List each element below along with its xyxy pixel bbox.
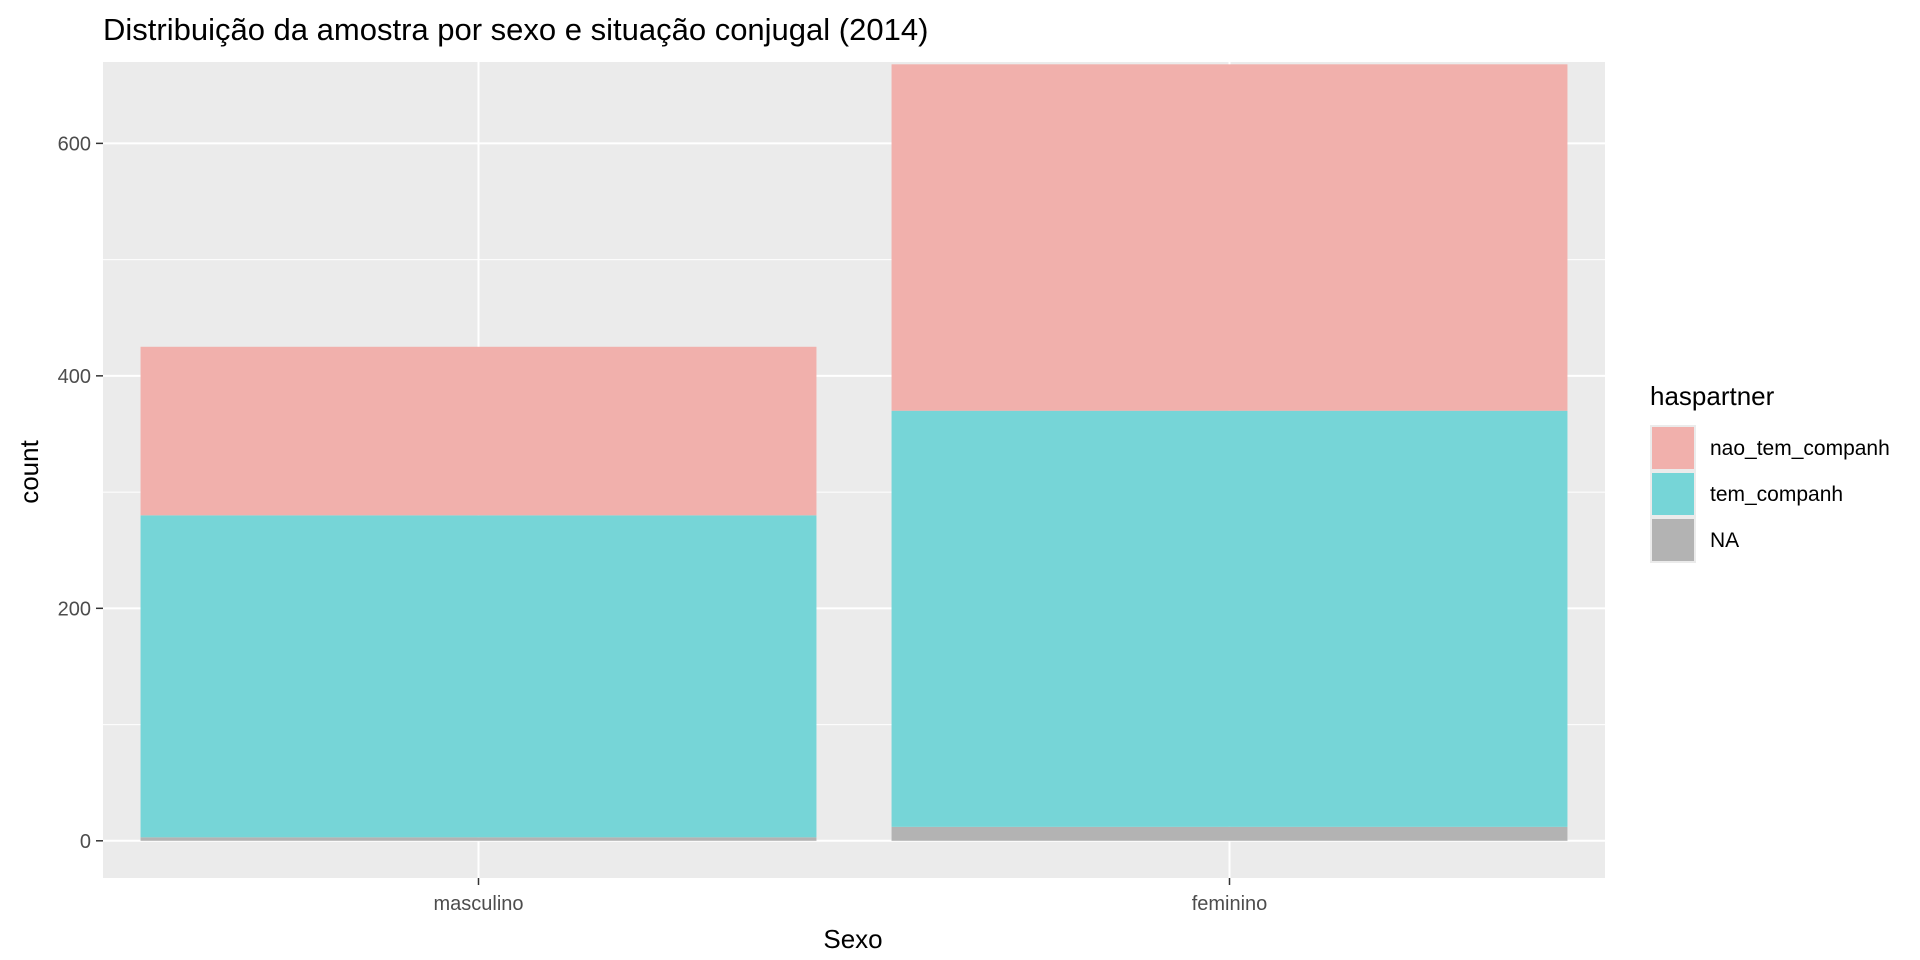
legend-swatch — [1652, 473, 1694, 515]
y-tick-label: 0 — [80, 831, 91, 853]
bar-segment-NA-feminino — [891, 826, 1568, 841]
x-tick-label: masculino — [433, 893, 523, 915]
bars — [140, 64, 1568, 841]
x-tick-label: feminino — [1192, 893, 1268, 915]
legend-label: tem_companh — [1710, 483, 1843, 506]
chart-title: Distribuição da amostra por sexo e situa… — [103, 12, 928, 47]
bar-segment-tem-companh-feminino — [891, 410, 1568, 827]
legend-label: NA — [1710, 529, 1739, 552]
y-axis-title: count — [14, 439, 44, 503]
y-tick-label: 600 — [58, 133, 91, 155]
legend-label: nao_tem_companh — [1710, 437, 1890, 460]
axes: 0 200 400 600 masculino feminino — [58, 133, 1268, 915]
legend-swatch — [1652, 427, 1694, 469]
bar-segment-NA-masculino — [140, 837, 817, 841]
legend: haspartner nao_tem_companh tem_companh NA — [1650, 381, 1890, 563]
y-tick-label: 200 — [58, 598, 91, 620]
legend-title: haspartner — [1650, 381, 1775, 411]
bar-segment-tem-companh-masculino — [140, 515, 817, 838]
bar-segment-nao-tem-companh-masculino — [140, 346, 817, 516]
x-axis-title: Sexo — [823, 924, 882, 954]
y-tick-label: 400 — [58, 366, 91, 388]
bar-segment-nao-tem-companh-feminino — [891, 64, 1568, 411]
legend-swatch — [1652, 519, 1694, 561]
